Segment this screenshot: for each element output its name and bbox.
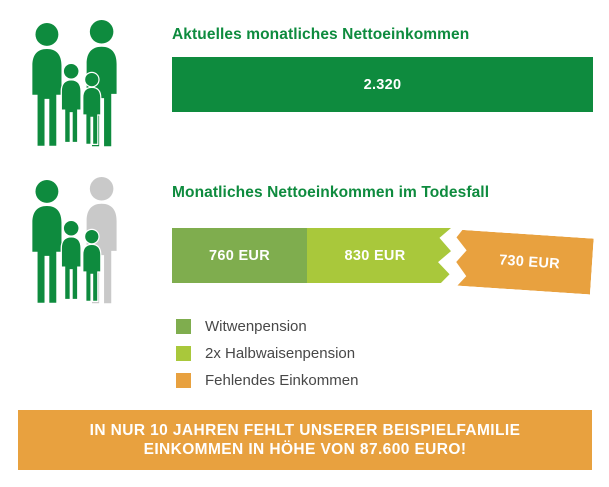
segment-halbwaisenpension-value: 830 EUR — [344, 247, 406, 264]
witwenpension-swatch — [176, 319, 191, 334]
child-tall-figure — [60, 62, 82, 144]
legend-item-halbwaisenpension: 2x Halbwaisenpension — [176, 346, 358, 361]
summary-banner-line2: EINKOMMEN IN HÖHE VON 87.600 EURO! — [143, 441, 467, 458]
legend-item-fehlendes-einkommen: Fehlendes Einkommen — [176, 373, 358, 388]
segment-fehlendes-einkommen: 730 EUR — [453, 230, 593, 295]
current-income-title: Aktuelles monatliches Nettoeinkommen — [172, 26, 470, 43]
child-short-figure — [82, 228, 102, 302]
child-short-figure — [82, 71, 102, 146]
legend: Witwenpension 2x Halbwaisenpension Fehle… — [176, 319, 358, 400]
segment-fehlendes-einkommen-value: 730 EUR — [498, 252, 561, 273]
current-income-value: 2.320 — [363, 76, 402, 93]
current-income-bar: 2.320 — [172, 57, 593, 112]
death-income-title: Monatliches Nettoeinkommen im Todesfall — [172, 184, 490, 201]
halbwaisenpension-swatch — [176, 346, 191, 361]
child-tall-figure — [60, 219, 82, 301]
segment-witwenpension: 760 EUR — [172, 228, 307, 283]
legend-label: Witwenpension — [205, 318, 307, 335]
summary-banner: IN NUR 10 JAHREN FEHLT UNSERER BEISPIELF… — [18, 410, 592, 470]
family-icon-death-case — [32, 177, 117, 304]
segment-witwenpension-value: 760 EUR — [209, 247, 270, 264]
adult-left-figure — [32, 23, 62, 146]
legend-label: 2x Halbwaisenpension — [205, 345, 356, 362]
death-income-bar: 760 EUR 830 EUR 730 EUR — [172, 228, 593, 285]
legend-label: Fehlendes Einkommen — [205, 372, 359, 389]
legend-item-witwenpension: Witwenpension — [176, 319, 358, 334]
segment-halbwaisenpension: 830 EUR — [307, 228, 451, 283]
fehlendes-einkommen-swatch — [176, 373, 191, 388]
summary-banner-line1: IN NUR 10 JAHREN FEHLT UNSERER BEISPIELF… — [89, 422, 521, 439]
family-icon-current — [32, 20, 117, 147]
adult-left-figure — [32, 180, 62, 303]
